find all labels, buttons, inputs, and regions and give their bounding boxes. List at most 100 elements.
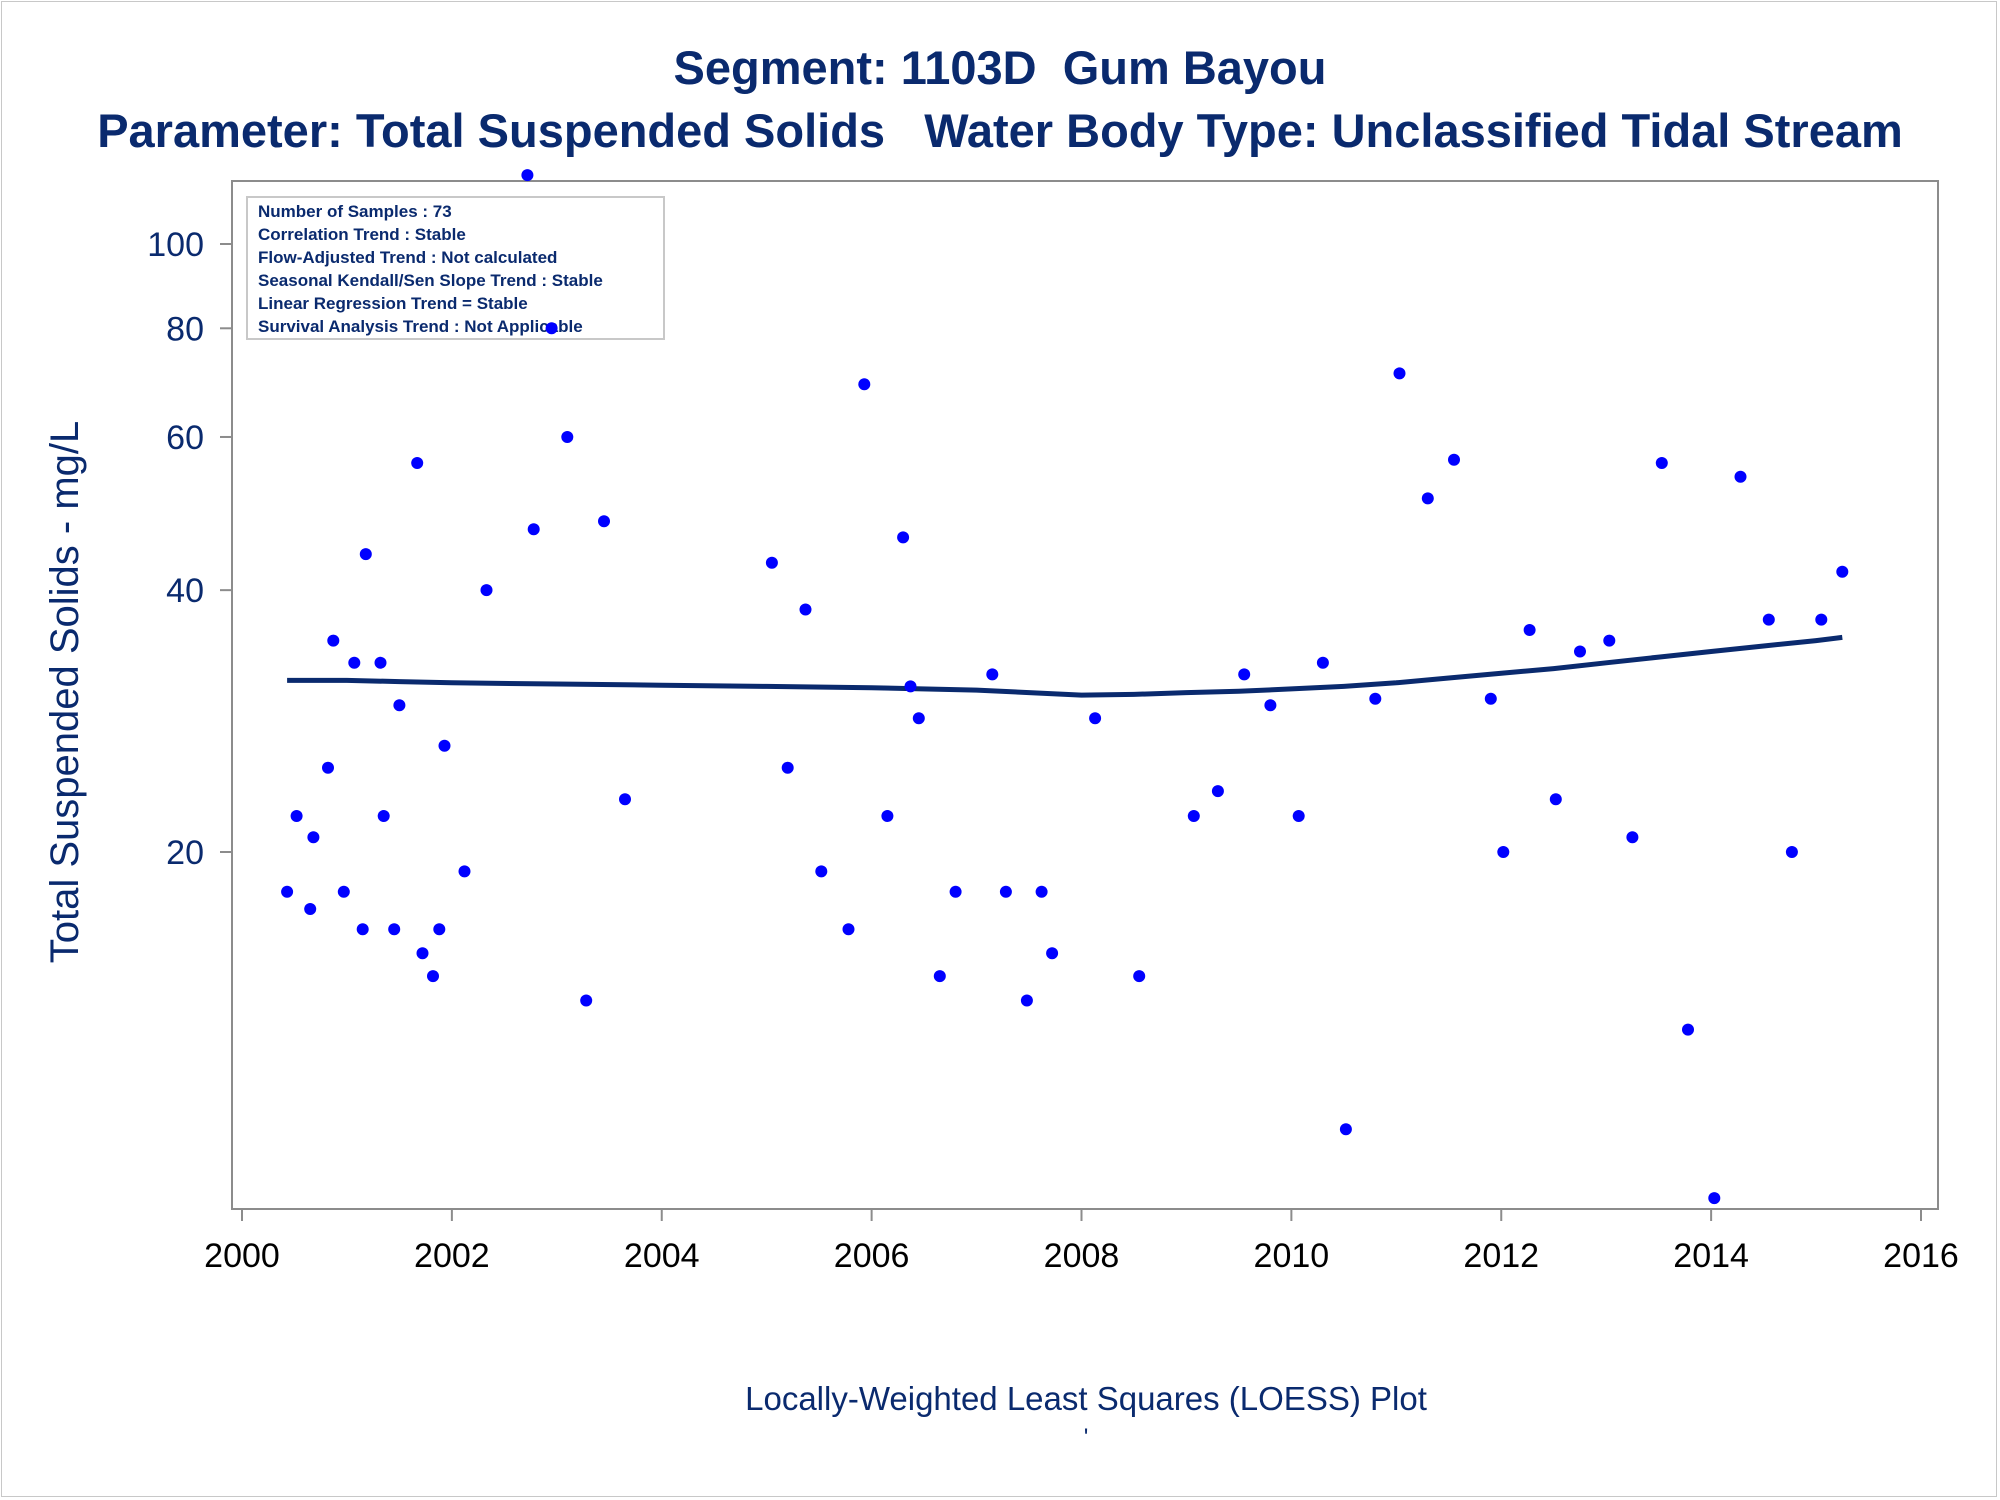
- data-point: [1035, 885, 1048, 898]
- data-point: [359, 548, 372, 561]
- data-point: [438, 739, 451, 752]
- data-point: [1421, 492, 1434, 505]
- info-box-line: Correlation Trend : Stable: [258, 225, 466, 244]
- x-tick-label: 2002: [414, 1237, 490, 1275]
- loess-layer: [287, 634, 1843, 698]
- info-box-line: Flow-Adjusted Trend : Not calculated: [258, 248, 557, 267]
- data-point: [580, 994, 593, 1007]
- y-tick-label: 80: [166, 310, 204, 348]
- data-point: [411, 457, 424, 469]
- data-point: [619, 793, 631, 806]
- data-point: [337, 885, 350, 898]
- data-point: [1393, 367, 1406, 380]
- data-point: [545, 322, 558, 335]
- data-point: [1339, 1123, 1352, 1136]
- data-point: [858, 378, 871, 391]
- data-point: [327, 634, 340, 647]
- info-box-line: Survival Analysis Trend : Not Applicable: [258, 317, 583, 336]
- data-point: [999, 885, 1012, 898]
- data-point: [897, 531, 910, 544]
- data-point: [307, 831, 320, 844]
- data-point: [1264, 699, 1277, 712]
- data-point: [427, 970, 439, 983]
- data-point: [1682, 1023, 1694, 1036]
- data-point: [1626, 831, 1639, 844]
- data-point: [1523, 624, 1536, 636]
- data-point: [433, 923, 446, 936]
- data-point: [1603, 634, 1616, 647]
- data-point: [1448, 453, 1460, 466]
- x-tick-label: 2004: [624, 1237, 700, 1275]
- data-point: [322, 761, 334, 774]
- x-tick-label: 2008: [1044, 1237, 1120, 1275]
- data-point: [781, 761, 794, 774]
- y-tick-label: 20: [166, 834, 204, 872]
- data-point: [949, 885, 962, 898]
- data-point: [1785, 846, 1798, 858]
- data-point: [1497, 846, 1510, 858]
- data-point: [1292, 810, 1305, 822]
- data-point: [1762, 613, 1775, 626]
- data-point: [1369, 692, 1382, 705]
- data-point: [912, 712, 925, 725]
- x-tick-label: 2006: [834, 1237, 910, 1275]
- y-tick-label: 60: [166, 419, 204, 457]
- x-tick-label: 2000: [204, 1237, 280, 1275]
- x-tick-label: 2012: [1463, 1237, 1539, 1275]
- data-point: [598, 515, 610, 528]
- y-tick-label: 40: [166, 572, 204, 610]
- info-box-line: Seasonal Kendall/Sen Slope Trend : Stabl…: [258, 271, 603, 290]
- data-point: [1238, 668, 1251, 681]
- chart-title: Segment: 1103D Gum Bayou: [673, 41, 1327, 94]
- chart-subtitle: Parameter: Total Suspended Solids Water …: [97, 104, 1903, 157]
- data-point: [904, 680, 917, 693]
- x-tick-label: 2014: [1673, 1237, 1749, 1275]
- data-point: [388, 923, 401, 936]
- y-tick-label: 100: [147, 226, 204, 264]
- data-point: [304, 903, 317, 915]
- info-box: Number of Samples : 73 Correlation Trend …: [246, 196, 665, 340]
- data-point: [290, 810, 303, 822]
- data-point: [815, 865, 828, 878]
- data-point: [1316, 656, 1329, 669]
- y-axis-label: Total Suspended Solids - mg/L: [43, 421, 87, 964]
- x-axis: 2000 2002 2004 2006 2008 2010 2012 2014 2016: [204, 1209, 1959, 1275]
- data-point: [842, 923, 855, 936]
- data-point: [377, 810, 390, 822]
- data-point: [933, 970, 946, 983]
- data-point: [881, 810, 894, 822]
- data-point: [1484, 692, 1497, 705]
- plot-border: [231, 180, 1939, 1210]
- data-point: [1089, 712, 1102, 725]
- data-point: [458, 865, 471, 878]
- data-point: [1815, 613, 1828, 626]
- data-point: [799, 603, 812, 616]
- data-point: [561, 431, 574, 443]
- data-point: [765, 556, 778, 569]
- info-box-line: Number of Samples : 73: [258, 202, 452, 221]
- data-point: [416, 947, 429, 960]
- data-point: [281, 885, 294, 898]
- y-axis: 20 40 60 80 100: [147, 226, 232, 872]
- loess-line: [287, 634, 1843, 698]
- data-point: [527, 523, 540, 536]
- data-point: [1574, 645, 1586, 658]
- data-point: [1549, 793, 1562, 806]
- data-point: [1708, 1192, 1721, 1205]
- data-point: [1133, 970, 1146, 983]
- plot-area: [231, 180, 1939, 1210]
- data-point: [374, 656, 387, 669]
- data-point: [1187, 810, 1200, 822]
- data-point: [1046, 947, 1059, 960]
- footer-caption: Locally-Weighted Least Squares (LOESS) P…: [745, 1380, 1427, 1417]
- x-tick-label: 2010: [1254, 1237, 1330, 1275]
- x-tick-label: 2016: [1883, 1237, 1959, 1275]
- data-point: [1836, 565, 1849, 578]
- data-point: [1020, 994, 1033, 1007]
- data-point: [356, 923, 369, 936]
- data-point: [1655, 457, 1668, 469]
- data-point: [393, 699, 406, 712]
- info-box-border: [246, 196, 665, 340]
- footer-mark: ': [1083, 1424, 1089, 1451]
